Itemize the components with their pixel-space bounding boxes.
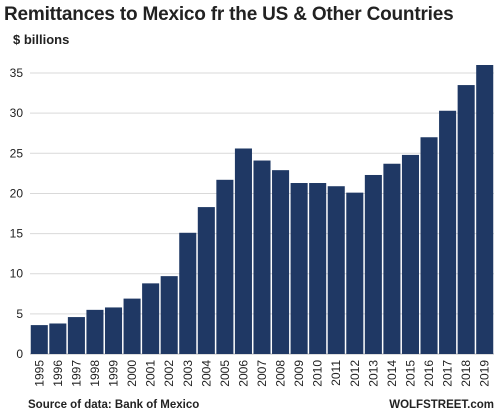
y-tick-label: 25 xyxy=(10,146,24,160)
bars xyxy=(30,65,494,354)
y-tick-label: 20 xyxy=(10,186,24,200)
x-tick-label: 2002 xyxy=(162,360,176,387)
bar-2007 xyxy=(253,160,271,354)
bar-2018 xyxy=(457,85,475,354)
x-tick-label: 1996 xyxy=(51,360,65,387)
x-tick-label: 1995 xyxy=(32,360,46,387)
bar-2014 xyxy=(383,163,401,354)
bar-1999 xyxy=(104,307,123,354)
bar-2016 xyxy=(420,137,438,354)
bar-2006 xyxy=(234,148,252,354)
bar-2012 xyxy=(346,192,364,354)
chart-title: Remittances to Mexico fr the US & Other … xyxy=(4,4,454,25)
x-tick-label: 2013 xyxy=(366,360,380,387)
x-tick-label: 2014 xyxy=(385,360,399,387)
x-tick-label: 2010 xyxy=(311,360,325,387)
x-tick-label: 2017 xyxy=(441,360,455,387)
y-tick-label: 10 xyxy=(10,267,24,281)
bar-2013 xyxy=(364,174,382,354)
bar-2010 xyxy=(309,183,327,354)
bar-2011 xyxy=(327,186,345,354)
bar-1995 xyxy=(30,325,48,354)
bar-1996 xyxy=(49,323,67,354)
x-tick-labels: 1995 1996 1997 1998 1999 2000 2001 2002 2003 2004… xyxy=(32,360,491,387)
y-axis-label: $ billions xyxy=(13,32,70,47)
x-tick-label: 2015 xyxy=(403,360,417,387)
x-tick-label: 1999 xyxy=(107,360,121,387)
y-tick-label: 15 xyxy=(10,227,24,241)
x-tick-label: 2009 xyxy=(292,360,306,387)
x-tick-label: 2016 xyxy=(422,360,436,387)
source-note: Source of data: Bank of Mexico xyxy=(28,399,200,411)
x-tick-label: 2018 xyxy=(459,360,473,387)
x-tick-label: 2008 xyxy=(274,360,288,387)
bar-2009 xyxy=(290,183,308,354)
bar-2015 xyxy=(401,154,420,354)
x-tick-label: 2007 xyxy=(255,360,269,387)
y-tick-label: 5 xyxy=(16,307,23,321)
x-tick-label: 2011 xyxy=(329,360,343,386)
bar-2000 xyxy=(123,298,141,354)
x-tick-label: 2004 xyxy=(199,360,213,387)
y-tick-label: 35 xyxy=(10,66,24,80)
brand-label: WOLFSTREET.com xyxy=(389,399,494,411)
bar-2001 xyxy=(142,283,160,354)
x-tick-label: 2001 xyxy=(144,360,158,387)
bar-1997 xyxy=(67,317,85,354)
x-tick-label: 2005 xyxy=(218,360,232,387)
bar-2019 xyxy=(476,65,494,354)
x-tick-label: 2003 xyxy=(181,360,195,387)
x-tick-label: 2012 xyxy=(348,360,362,387)
bar-2002 xyxy=(160,276,178,354)
x-tick-label: 2019 xyxy=(478,360,492,387)
x-tick-label: 2000 xyxy=(125,360,139,387)
bar-1998 xyxy=(86,309,104,354)
y-tick-label: 30 xyxy=(10,106,24,120)
x-tick-label: 1997 xyxy=(69,360,83,387)
bar-2008 xyxy=(272,170,290,354)
x-tick-label: 1998 xyxy=(88,360,102,387)
bar-2004 xyxy=(197,207,215,354)
y-tick-label: 0 xyxy=(16,347,23,361)
bar-2017 xyxy=(439,110,457,354)
bar-2005 xyxy=(216,179,234,354)
y-tick-labels: 0 5 10 15 20 25 30 35 xyxy=(10,66,24,361)
x-tick-label: 2006 xyxy=(236,360,250,387)
bar-2003 xyxy=(179,232,197,354)
